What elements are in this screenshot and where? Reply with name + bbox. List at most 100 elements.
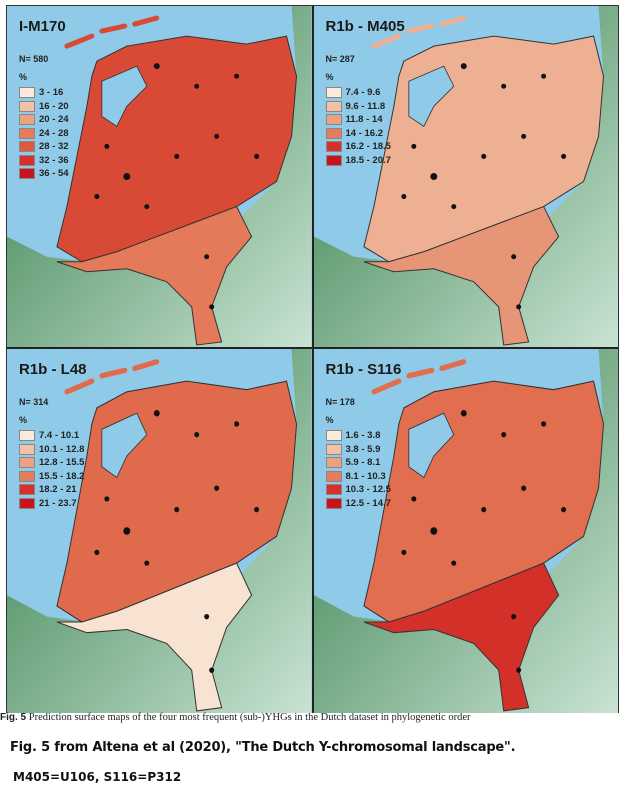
sample-dots (400, 410, 566, 673)
ijsselmeer (101, 65, 148, 127)
legend-label: 14 - 16.2 (345, 127, 384, 139)
legend-item: 10.1 - 12.8 (19, 443, 84, 457)
netherlands-south (56, 562, 253, 712)
legend-swatch (325, 141, 342, 153)
legend-label: 16.2 - 18.5 (345, 141, 391, 153)
legend-label: 18.2 - 21 (39, 484, 77, 496)
legend-label: 12.5 - 14.7 (345, 497, 391, 509)
legend-item: 8.1 - 10.3 (325, 470, 391, 484)
legend-swatch (19, 168, 35, 180)
legend-item: 18.5 - 20.7 (325, 154, 391, 168)
legend-swatch (325, 127, 342, 139)
wadden-islands (64, 15, 160, 49)
legend-item: 10.3 - 12.5 (325, 483, 391, 497)
legend-item: 14 - 16.2 (325, 127, 391, 141)
legend-item: 7.4 - 10.1 (19, 429, 84, 443)
legend-label: 10.3 - 12.5 (345, 484, 391, 496)
legend: 7.4 - 9.6 9.6 - 11.8 11.8 - 14 14 - 16.2 16.… (325, 86, 391, 168)
legend-item: 24 - 28 (19, 127, 69, 141)
legend-item: 3.8 - 5.9 (325, 443, 391, 457)
legend-item: 28 - 32 (19, 140, 69, 154)
sample-dots (94, 63, 260, 310)
legend-item: 32 - 36 (19, 154, 69, 168)
legend-swatch (19, 470, 35, 482)
legend-label: 18.5 - 20.7 (345, 154, 391, 166)
legend-label: 32 - 36 (39, 154, 69, 166)
legend-swatch (325, 457, 342, 469)
legend-label: 15.5 - 18.2 (39, 470, 85, 482)
legend-swatch (19, 100, 35, 112)
sample-size: N= 314 (19, 397, 49, 407)
legend: 7.4 - 10.1 10.1 - 12.8 12.8 - 15.5 15.5 - 1… (19, 429, 84, 510)
legend-swatch (19, 457, 35, 469)
wadden-islands (370, 15, 466, 49)
map-panel-r1b-s116: R1b - S116 N= 178 % 1.6 - 3.8 3.8 - 5.9 5.… (313, 349, 618, 713)
legend-label: 9.6 - 11.8 (345, 100, 386, 112)
legend-item: 3 - 16 (19, 86, 69, 100)
legend: 1.6 - 3.8 3.8 - 5.9 5.9 - 8.1 8.1 - 10.3 10.… (325, 429, 391, 511)
ijsselmeer (101, 412, 148, 479)
legend-label: 1.6 - 3.8 (345, 430, 381, 442)
map-svg (313, 6, 618, 347)
legend-label: 7.4 - 9.6 (345, 87, 381, 99)
legend-swatch (325, 154, 342, 166)
sample-size: N= 580 (19, 54, 49, 64)
legend-item: 11.8 - 14 (325, 113, 391, 127)
legend-item: 5.9 - 8.1 (325, 456, 391, 470)
legend: 3 - 16 16 - 20 20 - 24 24 - 28 28 - 32 32 - 3… (19, 86, 69, 181)
legend-swatch (19, 484, 35, 496)
legend-unit: % (325, 72, 334, 82)
legend-label: 12.8 - 15.5 (39, 457, 85, 469)
legend-label: 21 - 23.7 (39, 497, 77, 509)
netherlands-south (56, 205, 253, 346)
alias-note: M405=U106, S116=P312 (13, 770, 182, 784)
legend-swatch (325, 87, 342, 99)
map-panel-r1b-m405: R1b - M405 N= 287 % 7.4 - 9.6 9.6 - 11.8 1… (313, 6, 618, 347)
legend-label: 28 - 32 (39, 141, 69, 153)
legend-label: 3 - 16 (39, 87, 64, 99)
panel-title: I-M170 (19, 18, 66, 35)
legend-item: 1.6 - 3.8 (325, 429, 391, 443)
legend-item: 36 - 54 (19, 167, 69, 181)
map-panel-i-m170: I-M170 N= 580 % 3 - 16 16 - 20 20 - 24 24 -… (7, 6, 312, 347)
map-svg (7, 6, 312, 347)
wadden-islands (370, 359, 466, 395)
legend-swatch (19, 87, 35, 99)
legend-swatch (325, 443, 342, 455)
legend-swatch (19, 443, 35, 455)
sample-size: N= 287 (325, 54, 355, 64)
source-note: Fig. 5 from Altena et al (2020), "The Du… (10, 740, 516, 755)
legend-swatch (19, 430, 35, 442)
netherlands-south (363, 205, 559, 346)
legend-item: 12.5 - 14.7 (325, 497, 391, 511)
sample-size: N= 178 (325, 397, 355, 407)
legend-item: 12.8 - 15.5 (19, 456, 84, 470)
legend-label: 11.8 - 14 (345, 114, 383, 126)
legend-label: 3.8 - 5.9 (345, 443, 381, 455)
panel-title: R1b - M405 (325, 18, 405, 35)
legend-item: 20 - 24 (19, 113, 69, 127)
legend-label: 8.1 - 10.3 (345, 470, 386, 482)
legend-item: 15.5 - 18.2 (19, 470, 84, 484)
map-svg (313, 349, 618, 713)
legend-label: 20 - 24 (39, 114, 69, 126)
legend-swatch (19, 114, 35, 126)
ijsselmeer (407, 65, 454, 127)
legend-unit: % (19, 72, 28, 82)
panel-title: R1b - S116 (325, 361, 402, 378)
legend-swatch (19, 154, 35, 166)
figure-caption-label: Fig. 5 (0, 712, 27, 723)
figure-caption: Fig. 5 Prediction surface maps of the fo… (0, 712, 471, 723)
figure-grid: I-M170 N= 580 % 3 - 16 16 - 20 20 - 24 24 -… (6, 5, 619, 713)
legend-swatch (19, 127, 35, 139)
panel-title: R1b - L48 (19, 361, 87, 378)
legend-label: 36 - 54 (39, 168, 69, 180)
wadden-islands (64, 359, 160, 395)
legend-swatch (325, 114, 342, 126)
map-svg (7, 349, 312, 713)
legend-item: 16 - 20 (19, 100, 69, 114)
sample-dots (400, 63, 566, 310)
netherlands-south (363, 562, 559, 712)
sample-dots (94, 410, 260, 673)
legend-label: 16 - 20 (39, 100, 69, 112)
